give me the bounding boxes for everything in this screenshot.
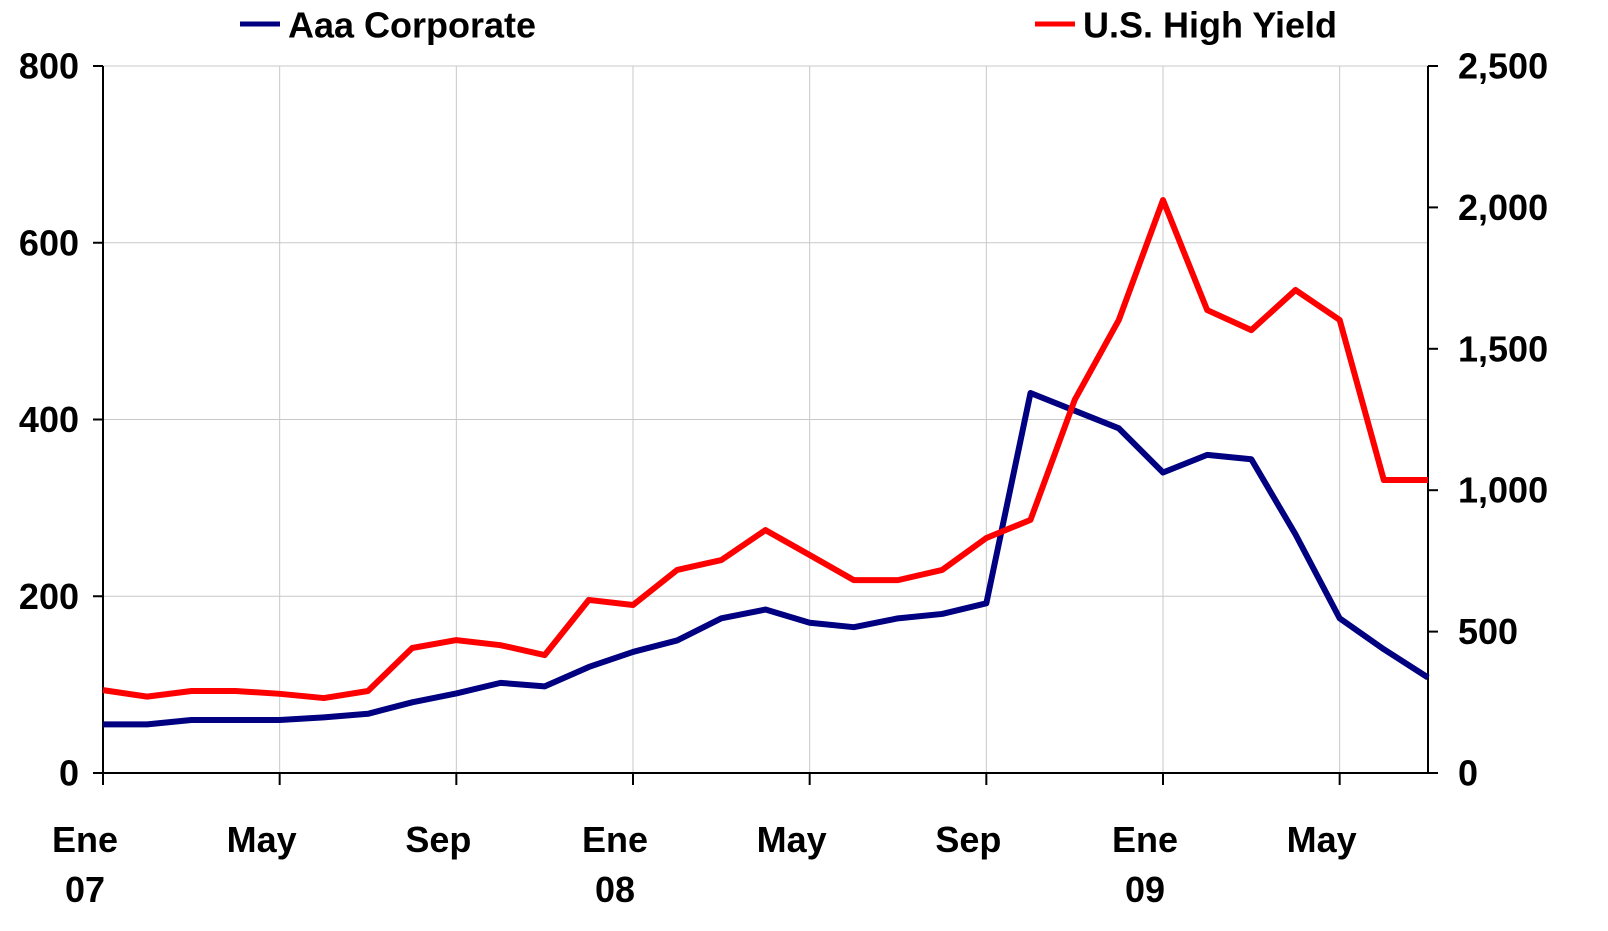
x-tick-label: Sep bbox=[935, 819, 1002, 860]
y-tick-label: 0 bbox=[59, 753, 79, 794]
y2-tick-label: 2,000 bbox=[1458, 187, 1548, 228]
legend-label: Aaa Corporate bbox=[288, 5, 536, 46]
y2-tick-label: 500 bbox=[1458, 611, 1518, 652]
x-tick-label: May bbox=[1286, 819, 1357, 860]
y2-tick-label: 1,500 bbox=[1458, 328, 1548, 369]
x-tick-label: Ene 09 bbox=[1111, 819, 1179, 910]
x-tick-label: Ene 08 bbox=[581, 819, 649, 910]
y-tick-label: 600 bbox=[19, 222, 79, 263]
x-tick-label: Sep bbox=[405, 819, 472, 860]
x-tick-label: May bbox=[756, 819, 827, 860]
y-tick-label: 800 bbox=[19, 46, 79, 87]
series-line bbox=[103, 389, 1430, 728]
y-tick-label: 200 bbox=[19, 576, 79, 617]
y2-tick-label: 1,000 bbox=[1458, 470, 1548, 511]
legend-label: U.S. High Yield bbox=[1083, 5, 1337, 46]
series-line bbox=[102, 197, 1428, 702]
x-tick-label: May bbox=[226, 819, 297, 860]
y2-tick-label: 2,500 bbox=[1458, 46, 1548, 87]
y2-tick-label: 0 bbox=[1458, 753, 1478, 794]
y-tick-label: 400 bbox=[19, 399, 79, 440]
x-tick-label: Ene 07 bbox=[51, 819, 119, 910]
